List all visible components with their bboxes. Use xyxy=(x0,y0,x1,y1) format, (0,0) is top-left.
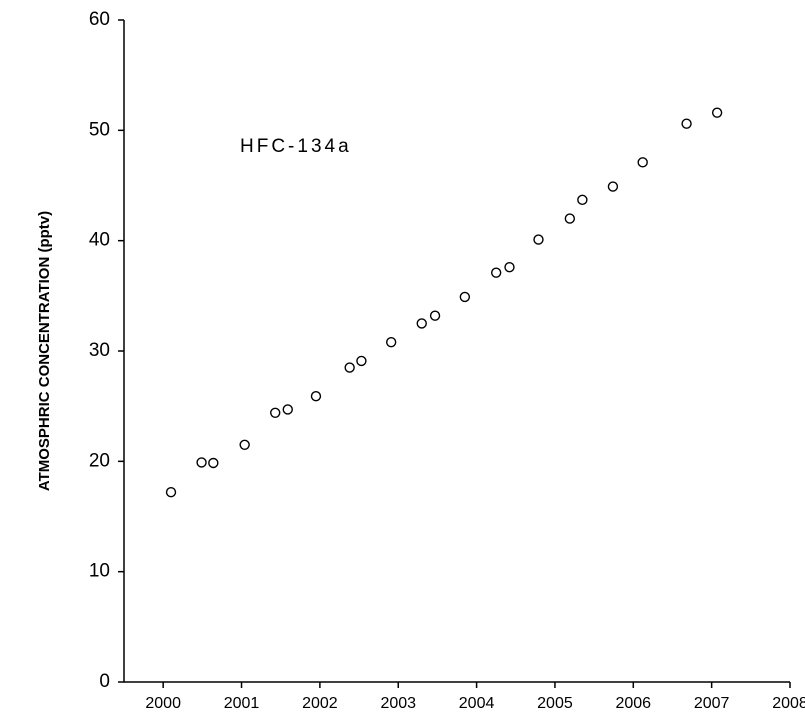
point xyxy=(416,318,427,329)
x-tick-label: 2001 xyxy=(224,695,260,712)
x-tick-label: 2006 xyxy=(615,695,651,712)
point xyxy=(165,487,177,498)
point xyxy=(385,336,397,348)
y-tick-label: 40 xyxy=(89,230,110,251)
point xyxy=(533,234,544,245)
y-tick-label: 20 xyxy=(89,450,110,471)
x-tick-label: 2005 xyxy=(537,695,573,712)
point xyxy=(239,439,250,450)
x-tick-label: 2004 xyxy=(459,695,495,712)
y-tick-label: 0 xyxy=(99,671,110,692)
point xyxy=(504,261,515,273)
axes xyxy=(123,20,790,683)
y-axis-label: ATMOSPHRIC CONCENTRATION (pptv) xyxy=(36,211,53,491)
y-tick-label: 60 xyxy=(89,9,110,30)
x-tick-label: 2008 xyxy=(772,695,805,712)
y-tick-label: 10 xyxy=(89,561,110,582)
point xyxy=(282,404,293,415)
point xyxy=(637,157,648,168)
point xyxy=(208,457,219,469)
x-tick-label: 2003 xyxy=(380,695,416,712)
point xyxy=(429,310,441,321)
point xyxy=(196,457,207,468)
y-tick-label: 30 xyxy=(89,340,110,361)
point xyxy=(310,391,322,402)
point xyxy=(577,194,588,206)
x-tick-label: 2007 xyxy=(694,695,730,712)
x-tick-label: 2000 xyxy=(145,695,181,712)
point xyxy=(607,181,619,192)
point xyxy=(711,107,723,118)
annotation: HFC-134a xyxy=(240,136,352,157)
y-tick-label: 50 xyxy=(89,119,110,140)
point xyxy=(490,267,502,278)
point xyxy=(681,118,692,129)
point xyxy=(344,362,355,373)
x-tick-label: 2002 xyxy=(302,695,338,712)
point xyxy=(564,213,576,224)
point xyxy=(270,407,281,418)
point xyxy=(459,291,471,303)
point xyxy=(356,355,367,367)
